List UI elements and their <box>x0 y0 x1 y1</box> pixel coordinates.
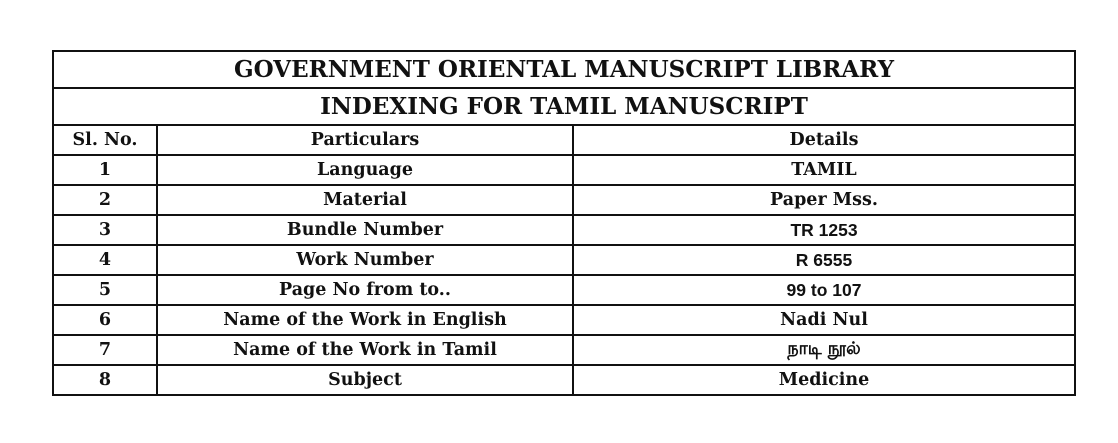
table-row: 6 Name of the Work in English Nadi Nul <box>52 304 1076 336</box>
cell-sl-no: 7 <box>52 334 158 366</box>
cell-particular: Material <box>156 184 574 216</box>
document-subtitle: INDEXING FOR TAMIL MANUSCRIPT <box>52 87 1076 126</box>
table-row: 1 Language TAMIL <box>52 154 1076 186</box>
cell-particular: Page No from to.. <box>156 274 574 306</box>
cell-sl-no: 2 <box>52 184 158 216</box>
header-row: Sl. No. Particulars Details <box>52 124 1076 156</box>
cell-detail: R 6555 <box>572 244 1076 276</box>
manuscript-index-table: GOVERNMENT ORIENTAL MANUSCRIPT LIBRARY I… <box>52 50 1076 396</box>
table-row: 5 Page No from to.. 99 to 107 <box>52 274 1076 306</box>
cell-detail: Medicine <box>572 364 1076 396</box>
header-sl-no: Sl. No. <box>52 124 158 156</box>
document-title: GOVERNMENT ORIENTAL MANUSCRIPT LIBRARY <box>52 50 1076 89</box>
cell-particular: Name of the Work in Tamil <box>156 334 574 366</box>
cell-sl-no: 3 <box>52 214 158 246</box>
cell-particular: Bundle Number <box>156 214 574 246</box>
cell-particular: Name of the Work in English <box>156 304 574 336</box>
table-row: 3 Bundle Number TR 1253 <box>52 214 1076 246</box>
cell-particular: Language <box>156 154 574 186</box>
table-row: 2 Material Paper Mss. <box>52 184 1076 216</box>
cell-detail: TR 1253 <box>572 214 1076 246</box>
subtitle-row: INDEXING FOR TAMIL MANUSCRIPT <box>52 87 1076 126</box>
cell-sl-no: 8 <box>52 364 158 396</box>
table-row: 7 Name of the Work in Tamil நாடி நூல் <box>52 334 1076 366</box>
header-particulars: Particulars <box>156 124 574 156</box>
table-row: 8 Subject Medicine <box>52 364 1076 396</box>
cell-sl-no: 1 <box>52 154 158 186</box>
header-details: Details <box>572 124 1076 156</box>
cell-particular: Work Number <box>156 244 574 276</box>
cell-detail: நாடி நூல் <box>572 334 1076 366</box>
cell-sl-no: 6 <box>52 304 158 336</box>
cell-detail: 99 to 107 <box>572 274 1076 306</box>
cell-detail: Nadi Nul <box>572 304 1076 336</box>
cell-sl-no: 5 <box>52 274 158 306</box>
cell-sl-no: 4 <box>52 244 158 276</box>
cell-detail: TAMIL <box>572 154 1076 186</box>
cell-detail: Paper Mss. <box>572 184 1076 216</box>
cell-particular: Subject <box>156 364 574 396</box>
title-row: GOVERNMENT ORIENTAL MANUSCRIPT LIBRARY <box>52 50 1076 89</box>
table-row: 4 Work Number R 6555 <box>52 244 1076 276</box>
